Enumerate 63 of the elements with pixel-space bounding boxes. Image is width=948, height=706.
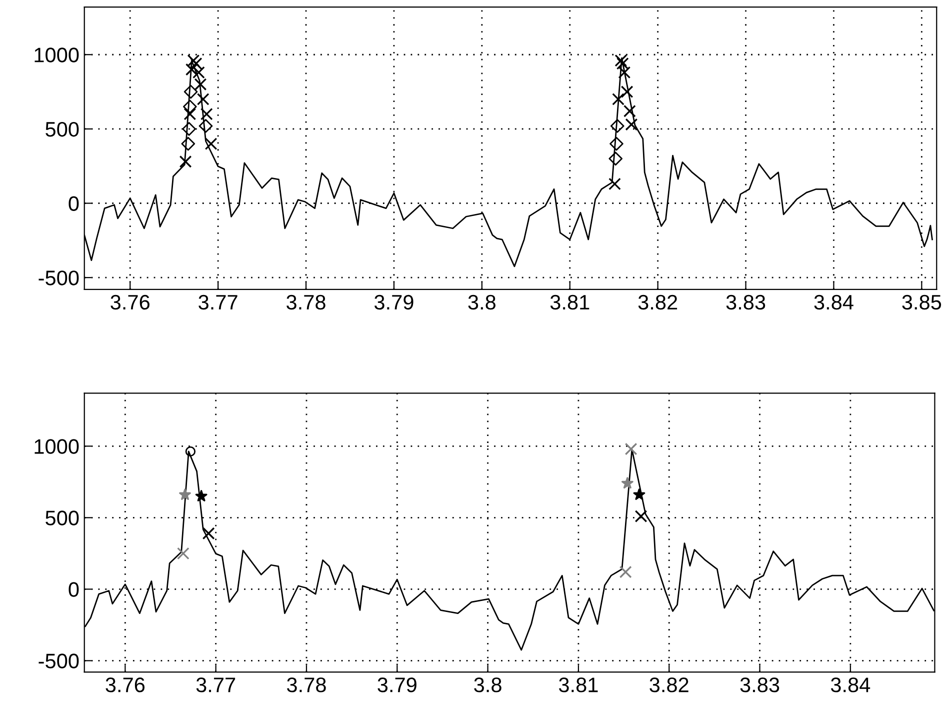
y-tick-label: -500 [38,270,79,286]
point [185,446,196,457]
y-tick-label: 1000 [34,48,79,62]
point [176,547,190,560]
x-tick-label: 3.83 [726,294,766,310]
point [608,152,623,166]
point [616,57,629,70]
x-tick-label: 3.82 [650,678,688,692]
x-tick-label: 3.8 [468,294,496,310]
point [187,54,200,67]
point [185,63,198,76]
x-tick-label: 3.76 [110,294,150,310]
x-tick-label: 3.77 [198,294,238,310]
point [190,57,202,70]
point [195,490,208,502]
point [610,136,624,151]
point [619,566,632,578]
point [183,100,197,114]
x-tick-label: 3.81 [558,678,598,692]
point [612,92,624,106]
y-tick-label: -500 [38,654,79,668]
x-tick-label: 3.79 [374,294,414,310]
x-tick-label: 3.79 [378,678,416,692]
point [618,66,631,79]
point [620,86,634,98]
point [184,108,196,120]
x-tick-label: 3.78 [287,678,326,692]
point [608,178,621,190]
point [200,108,213,120]
point [196,92,210,106]
point [202,527,215,540]
x-tick-label: 3.77 [196,678,236,692]
point [184,84,198,99]
point [179,155,192,168]
x-tick-label: 3.8 [474,678,502,692]
y-tick-label: 0 [68,196,79,212]
point [179,488,191,500]
point [182,122,196,136]
x-tick-label: 3.84 [830,678,870,692]
point [614,54,628,67]
point [192,66,205,79]
x-tick-label: 3.81 [550,294,590,310]
point [204,138,218,150]
x-tick-label: 3.78 [286,294,326,310]
point [198,119,213,133]
point [194,78,207,91]
point [621,477,634,489]
x-tick-label: 3.84 [814,294,854,310]
x-tick-label: 3.83 [740,678,780,692]
point [610,119,624,133]
point [624,442,638,456]
point [625,118,638,131]
y-tick-label: 0 [68,582,79,597]
point [181,136,196,151]
x-tick-label: 3.82 [638,294,678,310]
y-tick-label: 500 [46,122,79,137]
point [634,510,648,522]
y-tick-label: 1000 [34,439,79,454]
point [633,488,646,500]
point [623,104,636,118]
x-tick-label: 3.76 [106,678,145,692]
x-tick-label: 3.85 [902,294,942,310]
y-tick-label: 500 [46,510,79,526]
